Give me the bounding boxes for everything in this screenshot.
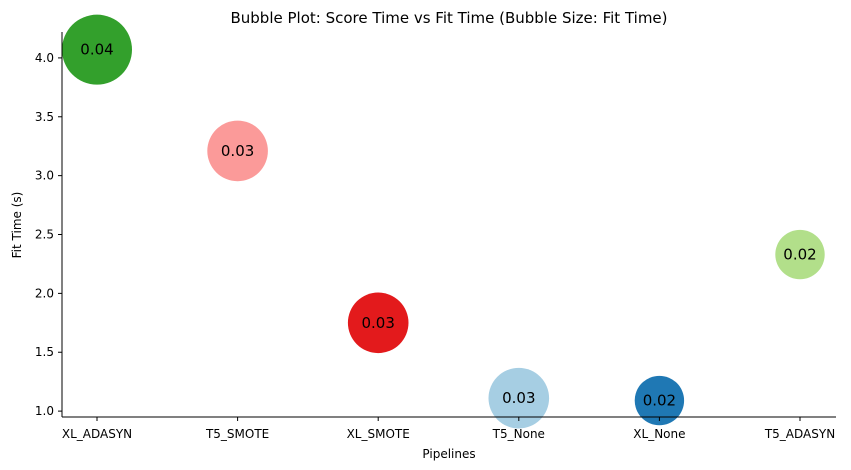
bubble-label-xl-smote: 0.03 (361, 314, 394, 332)
x-tick-label: T5_ADASYN (764, 427, 835, 441)
bubble-label-t5-none: 0.03 (502, 389, 535, 407)
y-tick-label: 1.0 (35, 404, 54, 418)
y-tick-label: 3.5 (35, 110, 54, 124)
y-axis-label: Fit Time (s) (10, 192, 24, 259)
bubble-label-t5-adasyn: 0.02 (783, 246, 816, 264)
chart-title: Bubble Plot: Score Time vs Fit Time (Bub… (230, 9, 667, 27)
tick-layer: XL_ADASYN T5_SMOTE XL_SMOTE T5_None XL_None T… (35, 51, 835, 441)
bubble-label-xl-none: 0.02 (643, 392, 676, 410)
x-tick-label: XL_ADASYN (62, 427, 132, 441)
bubble-label-t5-smote: 0.03 (221, 142, 254, 160)
x-tick-label: XL_SMOTE (347, 427, 410, 441)
bubble-xl-adasyn (62, 14, 132, 85)
x-axis-label: Pipelines (422, 447, 475, 461)
bubble-xl-none (634, 375, 685, 426)
bubble-xl-smote (347, 292, 409, 354)
y-tick-label: 4.0 (35, 51, 54, 65)
bubble-t5-none (488, 367, 550, 429)
x-tick-label: T5_SMOTE (205, 427, 269, 441)
y-tick-label: 2.5 (35, 228, 54, 242)
x-tick-label: T5_None (492, 427, 545, 441)
bubble-label-xl-adasyn: 0.04 (80, 41, 113, 59)
bubble-t5-adasyn (775, 229, 825, 280)
bubble-layer: 0.04 0.03 0.03 0.03 0.02 0.02 (62, 14, 825, 429)
x-tick-label: XL_None (633, 427, 685, 441)
y-tick-label: 1.5 (35, 345, 54, 359)
y-tick-label: 3.0 (35, 169, 54, 183)
bubble-t5-smote (207, 120, 268, 182)
y-tick-label: 2.0 (35, 286, 54, 300)
